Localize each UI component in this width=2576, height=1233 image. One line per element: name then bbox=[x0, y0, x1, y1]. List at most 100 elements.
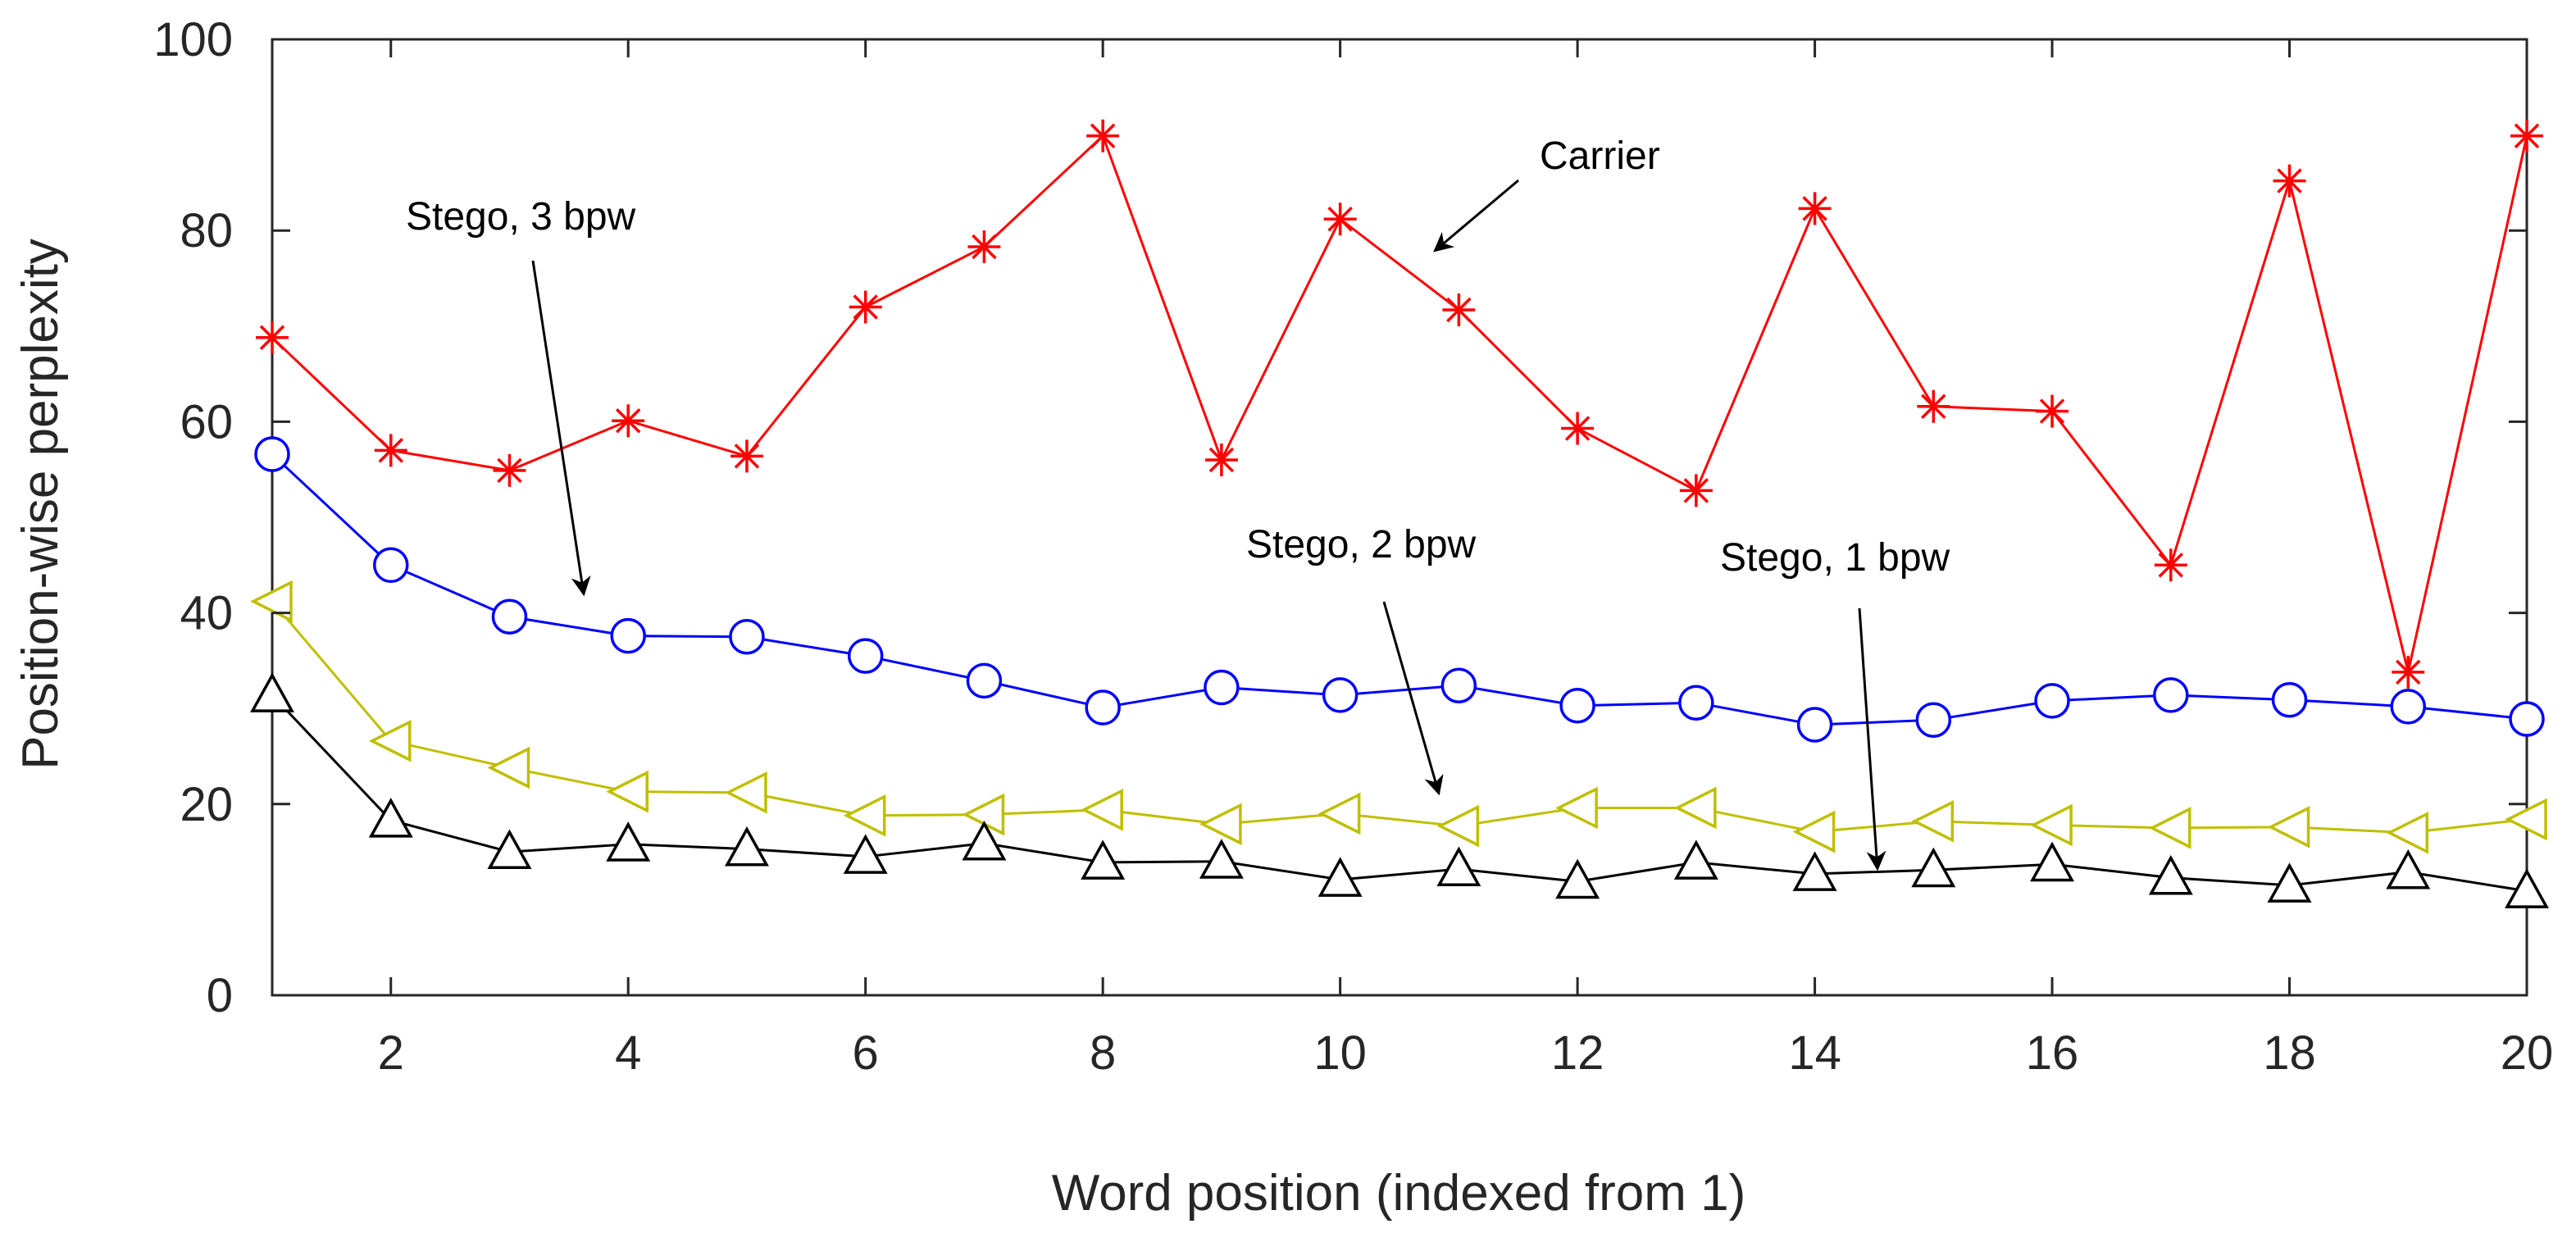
triangle-left-marker bbox=[1673, 786, 1717, 830]
circle-marker bbox=[2509, 701, 2545, 737]
x-tick-label: 4 bbox=[615, 1026, 641, 1080]
triangle-left-marker bbox=[1081, 788, 1123, 831]
annotation-arrow bbox=[1433, 179, 1519, 253]
y-tick-label: 40 bbox=[180, 587, 233, 640]
annotation-label: Stego, 2 bpw bbox=[1246, 523, 1477, 566]
circle-marker bbox=[254, 436, 290, 472]
triangle-up-marker bbox=[1673, 839, 1718, 880]
triangle-up-marker bbox=[2148, 854, 2193, 895]
circle-marker bbox=[1440, 667, 1477, 703]
x-tick-label: 6 bbox=[853, 1026, 879, 1080]
annotation-arrow bbox=[531, 260, 591, 597]
circle-marker bbox=[491, 598, 528, 635]
y-tick-label: 80 bbox=[180, 204, 233, 257]
asterisk-marker bbox=[1204, 444, 1238, 477]
circle-marker bbox=[729, 619, 765, 655]
asterisk-marker bbox=[849, 290, 882, 324]
triangle-left-marker bbox=[1436, 804, 1480, 848]
triangle-up-marker bbox=[1081, 839, 1126, 880]
triangle-left-marker bbox=[843, 794, 886, 837]
circle-marker bbox=[966, 662, 1003, 699]
triangle-left-marker bbox=[2267, 805, 2310, 849]
circle-marker bbox=[2390, 689, 2427, 725]
triangle-left-marker bbox=[2148, 807, 2191, 849]
x-axis-title: Word position (indexed from 1) bbox=[1052, 1165, 1746, 1222]
circle-marker bbox=[847, 638, 884, 674]
circle-marker bbox=[372, 547, 409, 584]
triangle-up-marker bbox=[487, 829, 532, 870]
triangle-left-marker bbox=[250, 580, 293, 623]
asterisk-marker bbox=[2036, 394, 2069, 428]
triangle-up-marker bbox=[1436, 846, 1481, 887]
triangle-left-marker bbox=[487, 746, 530, 789]
circle-marker bbox=[2271, 681, 2308, 718]
triangle-up-marker bbox=[2267, 862, 2312, 903]
series-line bbox=[271, 694, 2528, 893]
annotation-label: Stego, 1 bpw bbox=[1720, 536, 1950, 580]
annotation-arrow bbox=[1858, 607, 1886, 871]
x-tick-label: 18 bbox=[2263, 1026, 2316, 1080]
x-tick-label: 12 bbox=[1551, 1026, 1604, 1080]
triangle-up-marker bbox=[1911, 847, 1956, 888]
triangle-up-marker bbox=[2030, 841, 2075, 882]
y-tick-label: 20 bbox=[180, 778, 233, 831]
annotation-label: Carrier bbox=[1540, 134, 1660, 178]
triangle-left-marker bbox=[1911, 799, 1955, 843]
x-tick-label: 2 bbox=[378, 1026, 404, 1080]
triangle-left-marker bbox=[1199, 803, 1242, 846]
circle-marker bbox=[2034, 683, 2070, 719]
asterisk-marker bbox=[1679, 474, 1713, 507]
circle-marker bbox=[1322, 677, 1359, 713]
triangle-up-marker bbox=[724, 826, 769, 867]
series-2 bbox=[250, 580, 2547, 854]
triangle-up-marker bbox=[2386, 849, 2431, 889]
triangle-left-marker bbox=[1555, 786, 1598, 830]
y-tick-label: 100 bbox=[153, 13, 233, 66]
triangle-left-marker bbox=[368, 720, 412, 762]
x-tick-label: 8 bbox=[1090, 1026, 1116, 1080]
plot-area bbox=[271, 38, 2528, 997]
triangle-left-marker bbox=[2030, 803, 2073, 847]
series-3 bbox=[250, 672, 2549, 908]
asterisk-marker bbox=[612, 404, 645, 438]
asterisk-marker bbox=[1561, 412, 1595, 445]
triangle-left-marker bbox=[1792, 810, 1836, 853]
circle-marker bbox=[1678, 685, 1714, 721]
triangle-left-marker bbox=[725, 771, 767, 814]
annotation-arrow bbox=[1382, 601, 1444, 796]
circle-marker bbox=[2153, 677, 2189, 713]
y-tick-label: 0 bbox=[207, 969, 233, 1022]
triangle-up-marker bbox=[1318, 857, 1363, 897]
annotation-label: Stego, 3 bpw bbox=[406, 195, 636, 239]
triangle-up-marker bbox=[962, 821, 1007, 861]
triangle-up-marker bbox=[843, 834, 888, 874]
asterisk-marker bbox=[256, 321, 289, 354]
asterisk-marker bbox=[2392, 655, 2425, 689]
circle-marker bbox=[1559, 687, 1595, 724]
circle-marker bbox=[1204, 669, 1240, 706]
triangle-up-marker bbox=[2505, 868, 2549, 908]
circle-marker bbox=[610, 617, 646, 654]
series-line bbox=[271, 134, 2528, 673]
series-line bbox=[271, 453, 2528, 726]
asterisk-marker bbox=[1086, 119, 1120, 152]
x-tick-label: 10 bbox=[1313, 1026, 1367, 1080]
asterisk-marker bbox=[2510, 119, 2543, 152]
y-tick-label: 60 bbox=[180, 395, 233, 448]
asterisk-marker bbox=[1442, 293, 1476, 326]
series-0 bbox=[256, 119, 2543, 689]
series-1 bbox=[254, 436, 2545, 743]
y-axis-title: Position-wise perplexity bbox=[12, 239, 69, 770]
circle-marker bbox=[1796, 707, 1833, 743]
tick-layer: 2 4 6 8 10 12 14 16 18 20 0 20 40 60 80 100 bbox=[153, 13, 2553, 1080]
asterisk-marker bbox=[493, 453, 526, 487]
triangle-up-marker bbox=[1199, 839, 1244, 879]
asterisk-marker bbox=[1798, 192, 1832, 225]
x-tick-label: 16 bbox=[2026, 1026, 2079, 1080]
triangle-left-marker bbox=[2386, 811, 2429, 854]
triangle-left-marker bbox=[606, 770, 649, 813]
series-layer bbox=[250, 119, 2549, 908]
triangle-left-marker bbox=[1318, 792, 1361, 835]
asterisk-marker bbox=[1917, 389, 1950, 423]
triangle-up-marker bbox=[606, 821, 651, 862]
